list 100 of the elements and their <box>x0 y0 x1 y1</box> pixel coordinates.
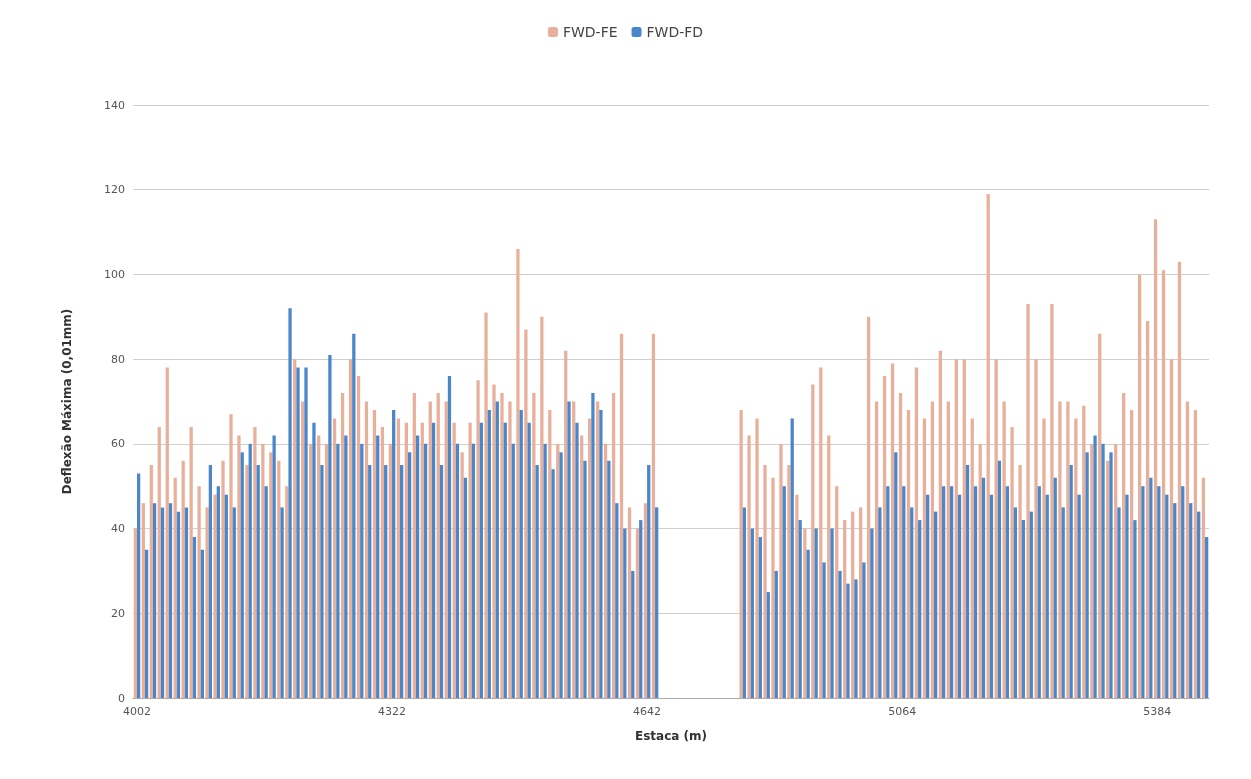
bar <box>1077 494 1081 698</box>
bar <box>1165 494 1169 698</box>
bar <box>750 528 754 698</box>
bar <box>651 333 656 698</box>
bar <box>1141 486 1145 698</box>
bar <box>224 494 228 698</box>
legend-label: FWD-FD <box>646 24 704 40</box>
bar <box>463 477 468 698</box>
bar <box>970 418 974 698</box>
x-tick-label: 4322 <box>378 705 407 718</box>
bar <box>934 511 938 698</box>
bar <box>1145 321 1150 698</box>
bar <box>798 520 802 698</box>
bar <box>332 418 337 698</box>
bar <box>611 393 616 698</box>
bar <box>439 465 444 698</box>
bar <box>516 249 520 698</box>
bar <box>1066 401 1070 698</box>
bar <box>957 494 962 698</box>
bar <box>981 477 986 698</box>
bar <box>615 503 619 698</box>
bar <box>364 401 369 698</box>
bar <box>774 570 778 698</box>
bar <box>176 511 181 698</box>
bar <box>492 384 496 698</box>
bar <box>782 486 786 698</box>
bar <box>739 409 743 698</box>
bar <box>396 418 401 698</box>
bar <box>580 435 584 698</box>
bar <box>859 507 863 698</box>
bar <box>136 473 141 698</box>
bar <box>168 503 173 698</box>
bar <box>511 443 515 698</box>
bar <box>1050 304 1054 698</box>
bar <box>811 384 815 698</box>
bar <box>388 443 393 698</box>
bar <box>253 426 257 698</box>
y-tick-label: 100 <box>104 267 125 281</box>
bar <box>627 507 632 698</box>
bar <box>1010 426 1014 698</box>
bar <box>328 354 332 698</box>
bar <box>312 422 316 698</box>
bar <box>356 376 361 698</box>
bar <box>878 507 882 698</box>
y-tick-label: 140 <box>104 98 125 112</box>
bar <box>519 409 523 698</box>
bar <box>447 376 452 698</box>
bar <box>1093 435 1097 698</box>
bar <box>918 520 922 698</box>
bar <box>285 486 289 698</box>
x-tick-label: 5064 <box>888 705 917 718</box>
bar <box>200 549 205 698</box>
bar <box>758 537 762 698</box>
bar <box>603 443 608 698</box>
bar <box>352 333 356 698</box>
bar <box>272 435 276 698</box>
bar <box>647 465 651 698</box>
bar <box>376 435 380 698</box>
bar <box>144 549 149 698</box>
bar <box>400 465 404 698</box>
bar <box>1058 401 1062 698</box>
bar <box>938 350 942 698</box>
bar <box>771 477 775 698</box>
bar <box>596 401 600 698</box>
bar <box>619 333 624 698</box>
bar <box>423 443 428 698</box>
bar <box>643 503 648 698</box>
bar <box>1173 503 1177 698</box>
bar <box>277 460 281 698</box>
bar <box>500 393 504 698</box>
bar <box>806 549 810 698</box>
bar <box>564 350 568 698</box>
bar <box>479 422 483 698</box>
bar <box>264 486 268 698</box>
bar <box>503 422 507 698</box>
bar <box>484 312 488 698</box>
bar <box>1005 486 1010 698</box>
y-axis-title: Deflexão Máxima (0,01mm) <box>60 308 74 495</box>
bar <box>165 367 169 698</box>
bar <box>997 460 1002 698</box>
legend-label: FWD-FE <box>562 24 618 40</box>
bar <box>830 528 834 698</box>
bar <box>1193 409 1198 698</box>
bar <box>133 528 137 698</box>
bar <box>548 409 552 698</box>
bar <box>540 316 544 698</box>
bar <box>296 367 300 698</box>
bar <box>742 507 746 698</box>
y-tick-label: 80 <box>111 352 125 366</box>
bar <box>428 401 432 698</box>
bar <box>1130 409 1134 698</box>
bar <box>344 435 348 698</box>
bar <box>779 443 783 698</box>
bar <box>208 465 212 698</box>
bar <box>819 367 823 698</box>
bar <box>973 486 978 698</box>
bar <box>240 452 244 698</box>
bar <box>269 452 273 698</box>
bar <box>280 507 284 698</box>
bar <box>766 592 770 698</box>
